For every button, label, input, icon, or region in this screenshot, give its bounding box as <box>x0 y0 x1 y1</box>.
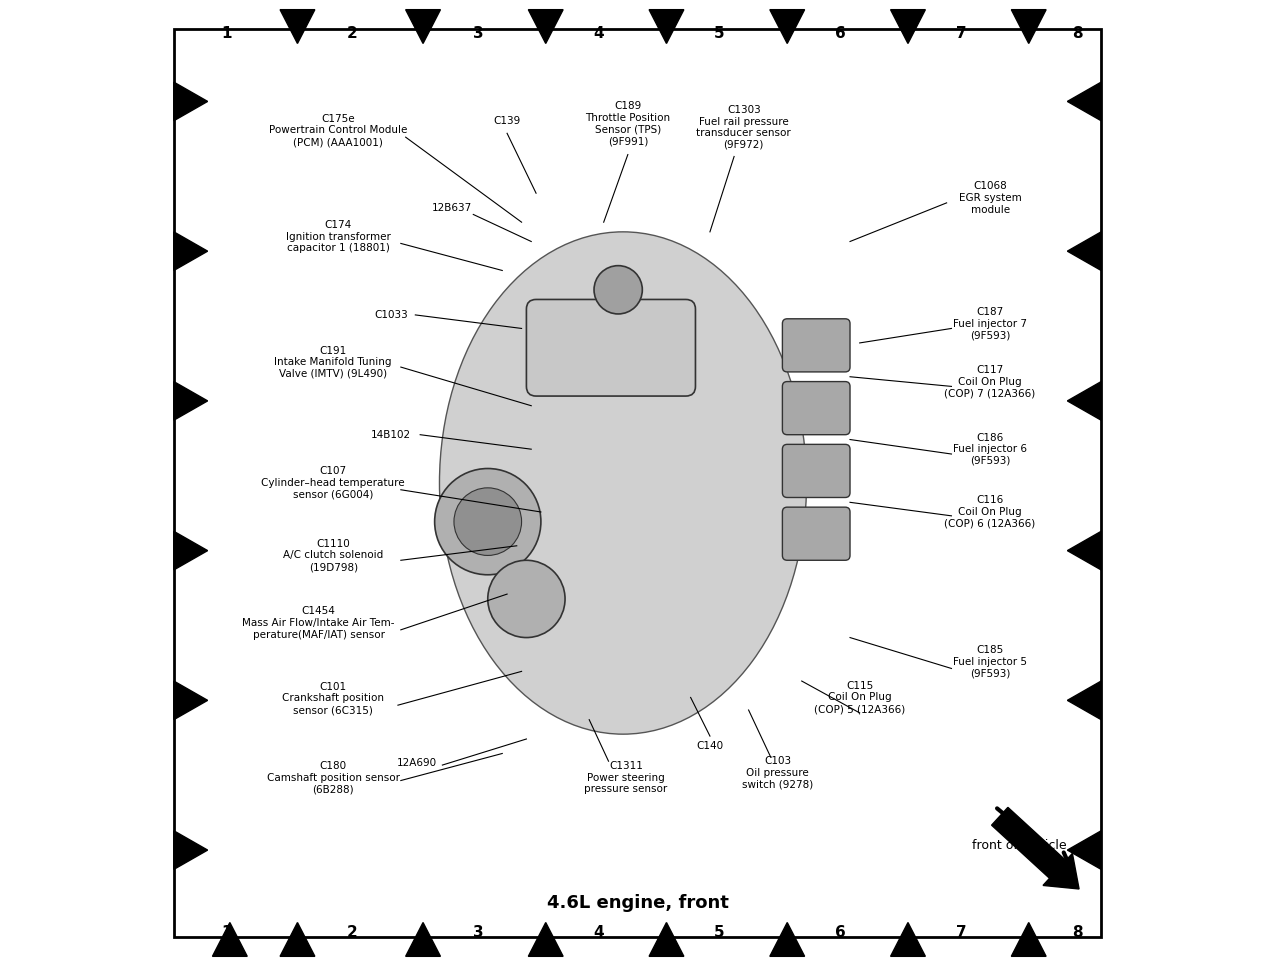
Polygon shape <box>1067 82 1102 121</box>
Text: C115
Coil On Plug
(COP) 5 (12A366): C115 Coil On Plug (COP) 5 (12A366) <box>813 681 905 714</box>
Text: 7: 7 <box>956 26 966 42</box>
Text: C: C <box>180 393 191 409</box>
FancyBboxPatch shape <box>527 299 695 396</box>
Text: E: E <box>1085 693 1095 708</box>
Text: C: C <box>1084 393 1095 409</box>
Text: C1454
Mass Air Flow/Intake Air Tem-
perature(MAF/IAT) sensor: C1454 Mass Air Flow/Intake Air Tem- pera… <box>242 607 395 639</box>
Polygon shape <box>1067 531 1102 570</box>
Polygon shape <box>280 10 315 43</box>
Polygon shape <box>173 82 208 121</box>
Text: C189
Throttle Position
Sensor (TPS)
(9F991): C189 Throttle Position Sensor (TPS) (9F9… <box>585 101 671 146</box>
Polygon shape <box>1067 681 1102 720</box>
Polygon shape <box>1067 232 1102 270</box>
Polygon shape <box>173 831 208 869</box>
Text: 8: 8 <box>1072 924 1082 940</box>
Text: C185
Fuel injector 5
(9F593): C185 Fuel injector 5 (9F593) <box>954 645 1028 678</box>
Text: 2: 2 <box>347 924 358 940</box>
Text: 3: 3 <box>473 924 483 940</box>
Text: A: A <box>1084 94 1095 109</box>
FancyBboxPatch shape <box>783 507 850 560</box>
Text: C1110
A/C clutch solenoid
(19D798): C1110 A/C clutch solenoid (19D798) <box>283 539 384 572</box>
Text: C1303
Fuel rail pressure
transducer sensor
(9F972): C1303 Fuel rail pressure transducer sens… <box>696 105 790 150</box>
Text: 1: 1 <box>222 26 232 42</box>
Polygon shape <box>649 10 683 43</box>
Circle shape <box>594 266 643 314</box>
Text: A: A <box>180 94 191 109</box>
Text: 7: 7 <box>956 924 966 940</box>
Polygon shape <box>1011 923 1046 956</box>
Polygon shape <box>1067 831 1102 869</box>
Text: 8: 8 <box>1072 26 1082 42</box>
Polygon shape <box>405 10 440 43</box>
Text: C186
Fuel injector 6
(9F593): C186 Fuel injector 6 (9F593) <box>954 433 1028 466</box>
Polygon shape <box>173 232 208 270</box>
Text: 6: 6 <box>835 26 845 42</box>
Text: 4.6L engine, front: 4.6L engine, front <box>547 895 728 912</box>
Polygon shape <box>173 681 208 720</box>
FancyBboxPatch shape <box>783 382 850 435</box>
Polygon shape <box>405 923 440 956</box>
Text: C187
Fuel injector 7
(9F593): C187 Fuel injector 7 (9F593) <box>954 307 1028 340</box>
Text: 2: 2 <box>347 26 358 42</box>
Circle shape <box>435 469 541 575</box>
Text: 6: 6 <box>835 924 845 940</box>
Text: front of vehicle: front of vehicle <box>972 838 1066 852</box>
Text: 1: 1 <box>222 924 232 940</box>
Text: F: F <box>1085 842 1095 858</box>
Text: 5: 5 <box>714 924 725 940</box>
Text: 4: 4 <box>594 924 604 940</box>
Polygon shape <box>528 923 564 956</box>
Text: E: E <box>180 693 190 708</box>
Circle shape <box>454 488 521 555</box>
Polygon shape <box>173 382 208 420</box>
Text: F: F <box>180 842 190 858</box>
Text: C103
Oil pressure
switch (9278): C103 Oil pressure switch (9278) <box>742 756 813 789</box>
Text: C1068
EGR system
module: C1068 EGR system module <box>959 182 1021 214</box>
Text: 4: 4 <box>594 26 604 42</box>
Text: 12A690: 12A690 <box>398 758 437 768</box>
Polygon shape <box>528 10 564 43</box>
Text: B: B <box>180 243 191 259</box>
Text: 5: 5 <box>714 26 725 42</box>
Text: C1311
Power steering
pressure sensor: C1311 Power steering pressure sensor <box>584 761 668 794</box>
Polygon shape <box>891 10 926 43</box>
Text: C139: C139 <box>493 116 520 126</box>
Polygon shape <box>1011 10 1046 43</box>
Text: C140: C140 <box>696 741 723 751</box>
Polygon shape <box>649 923 683 956</box>
Text: C107
Cylinder–head temperature
sensor (6G004): C107 Cylinder–head temperature sensor (6… <box>261 467 405 499</box>
Polygon shape <box>280 923 315 956</box>
Polygon shape <box>770 923 805 956</box>
Text: C180
Camshaft position sensor
(6B288): C180 Camshaft position sensor (6B288) <box>266 761 399 794</box>
Text: C117
Coil On Plug
(COP) 7 (12A366): C117 Coil On Plug (COP) 7 (12A366) <box>945 365 1035 398</box>
Text: C174
Ignition transformer
capacitor 1 (18801): C174 Ignition transformer capacitor 1 (1… <box>286 220 390 253</box>
Polygon shape <box>1067 382 1102 420</box>
Ellipse shape <box>440 232 807 734</box>
FancyBboxPatch shape <box>783 319 850 372</box>
Text: 3: 3 <box>473 26 483 42</box>
FancyArrow shape <box>992 808 1079 889</box>
Polygon shape <box>770 10 805 43</box>
Text: 12B637: 12B637 <box>432 203 472 213</box>
Text: B: B <box>1084 243 1095 259</box>
Text: D: D <box>179 543 191 558</box>
Polygon shape <box>891 923 926 956</box>
Circle shape <box>488 560 565 638</box>
Polygon shape <box>213 923 247 956</box>
FancyBboxPatch shape <box>783 444 850 497</box>
Text: C175e
Powertrain Control Module
(PCM) (AAA1001): C175e Powertrain Control Module (PCM) (A… <box>269 114 407 147</box>
Text: C101
Crankshaft position
sensor (6C315): C101 Crankshaft position sensor (6C315) <box>282 682 384 715</box>
Text: C1033: C1033 <box>375 310 408 320</box>
Text: 14B102: 14B102 <box>371 430 412 440</box>
Text: D: D <box>1084 543 1096 558</box>
Text: C116
Coil On Plug
(COP) 6 (12A366): C116 Coil On Plug (COP) 6 (12A366) <box>945 496 1035 528</box>
Polygon shape <box>173 531 208 570</box>
Text: C191
Intake Manifold Tuning
Valve (IMTV) (9L490): C191 Intake Manifold Tuning Valve (IMTV)… <box>274 346 391 379</box>
